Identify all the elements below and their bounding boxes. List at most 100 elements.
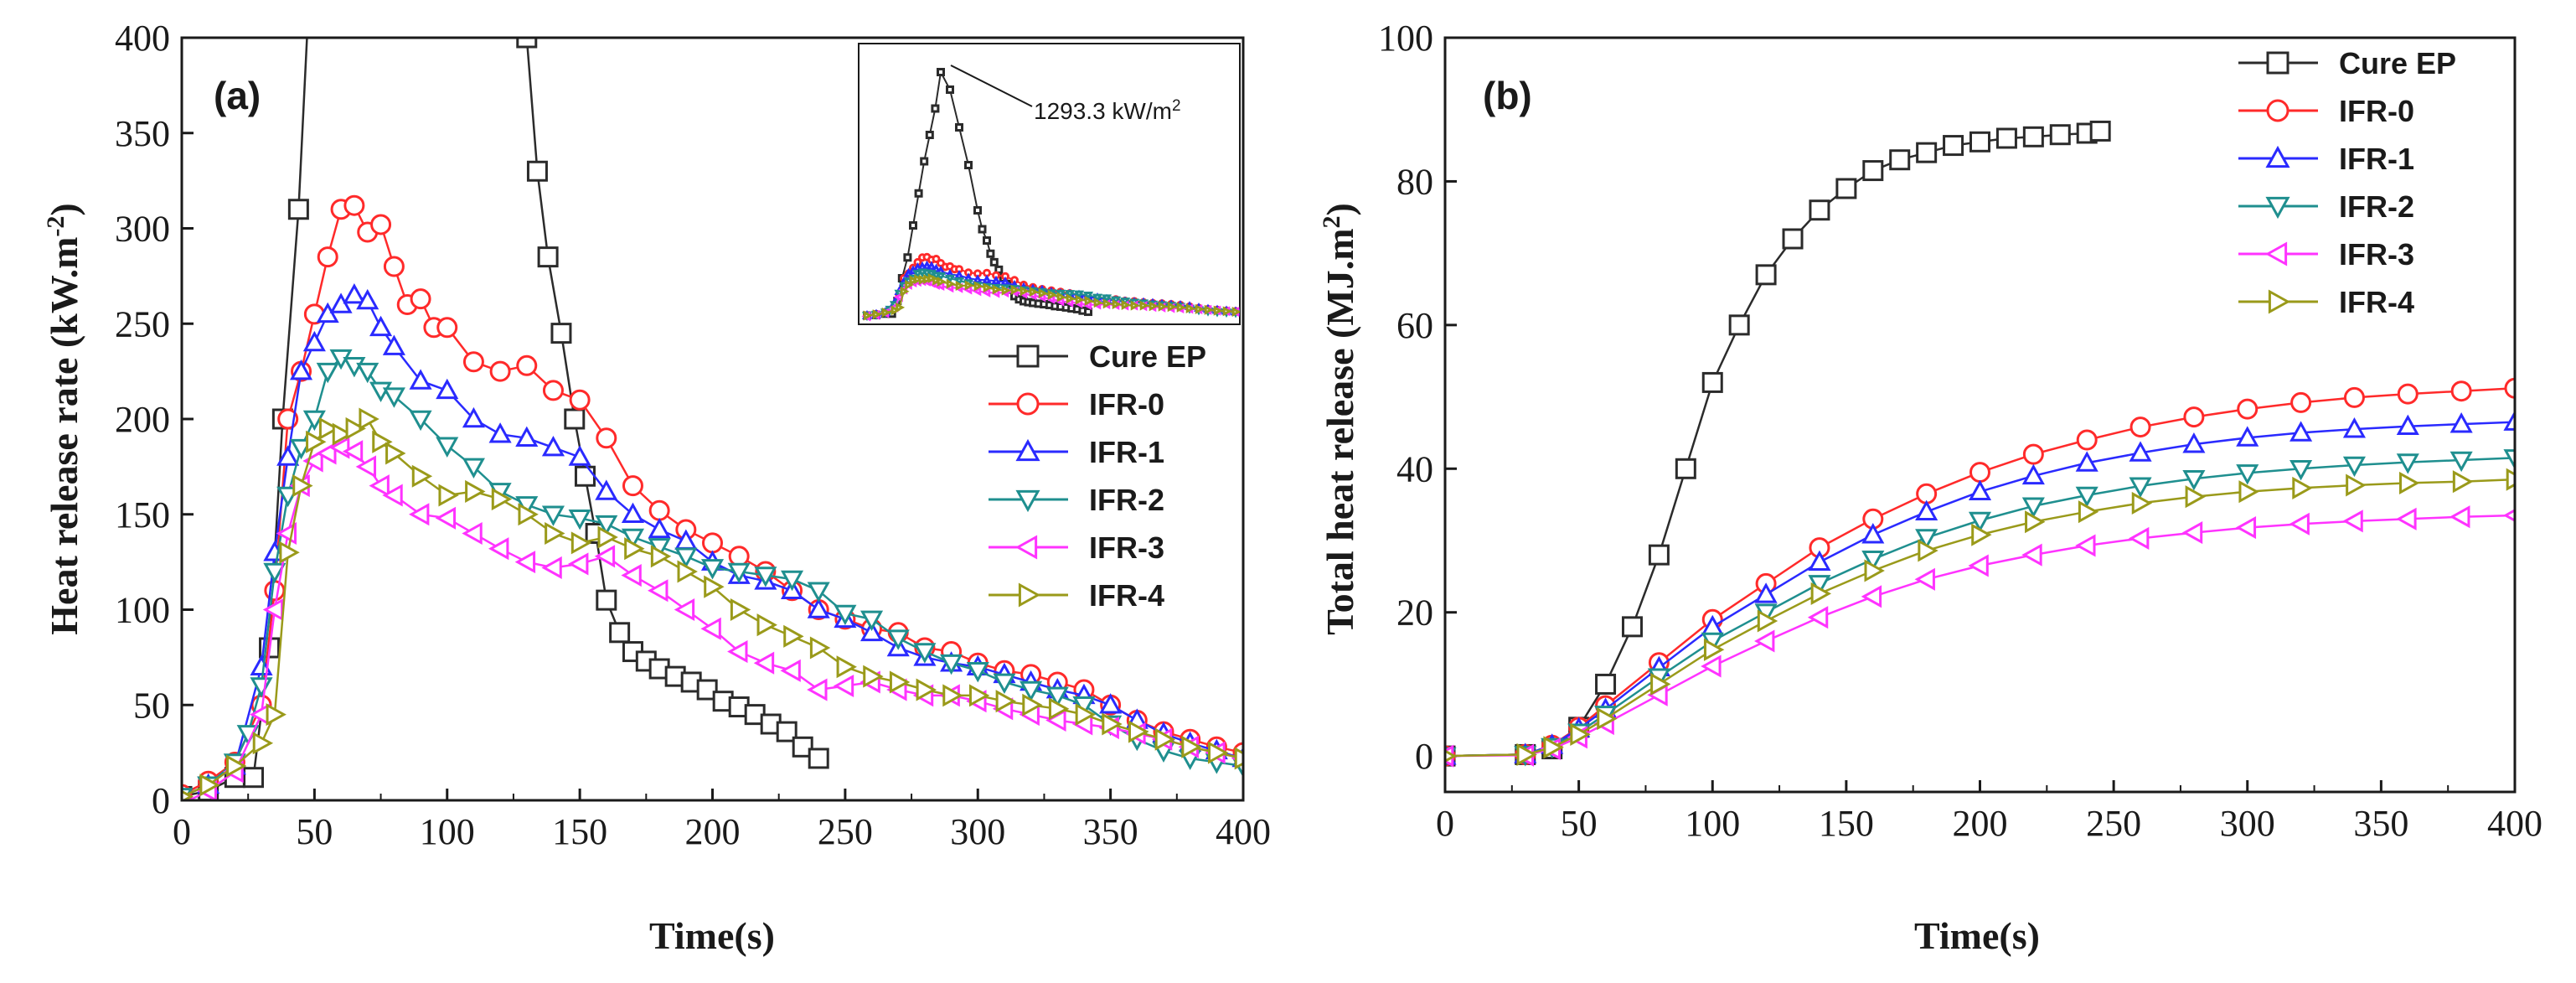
x-tick-label: 400 [1216, 811, 1271, 852]
data-point [1086, 309, 1092, 315]
data-point [597, 591, 616, 609]
legend-label: IFR-3 [2339, 237, 2414, 272]
data-point [411, 505, 428, 524]
panel-b-legend: Cure EPIFR-0IFR-1IFR-2IFR-3IFR-4 [2238, 46, 2456, 319]
data-point [1918, 503, 1936, 520]
data-point [1757, 266, 1775, 284]
data-point [438, 438, 457, 455]
data-point [518, 356, 536, 375]
data-point [1703, 373, 1722, 391]
data-point [623, 567, 640, 585]
data-point [318, 248, 337, 266]
data-point [916, 190, 921, 196]
data-point [544, 381, 562, 400]
data-point [467, 482, 483, 500]
legend-item: IFR-4 [2238, 285, 2414, 319]
x-tick-label: 50 [1561, 803, 1598, 844]
data-point [2078, 536, 2094, 555]
data-point [957, 125, 963, 131]
data-point [938, 70, 944, 75]
figure: 0 50 100 150 200 250 300 350 4000501001502002503… [0, 0, 2576, 983]
data-point [2401, 473, 2418, 492]
y-tick-label: 0 [1415, 736, 1433, 777]
data-point [704, 534, 722, 552]
data-point [438, 318, 457, 337]
data-point [2292, 515, 2309, 533]
data-point [1730, 316, 1748, 334]
panel-a-label: (a) [214, 74, 261, 117]
data-point [597, 429, 616, 448]
data-point [2131, 529, 2148, 547]
data-point [491, 362, 509, 380]
legend-label: IFR-2 [1089, 483, 1164, 517]
y-tick-label: 350 [115, 113, 170, 154]
x-tick-label: 100 [420, 811, 475, 852]
data-point [372, 318, 390, 335]
data-point [2398, 385, 2417, 403]
legend-marker [2268, 53, 2288, 73]
data-point [385, 338, 403, 354]
legend-marker [1018, 394, 1038, 414]
data-point [2238, 400, 2257, 418]
data-point [544, 558, 560, 577]
y-tick-label: 250 [115, 303, 170, 344]
data-point [2185, 524, 2202, 542]
y-tick-label: 150 [115, 494, 170, 535]
data-point [1676, 459, 1695, 478]
data-point [2091, 122, 2109, 140]
data-point [491, 540, 508, 558]
data-point [289, 200, 307, 219]
data-point [785, 627, 802, 645]
data-point [345, 196, 364, 215]
data-point [783, 661, 800, 680]
data-point [623, 477, 642, 495]
data-point [413, 467, 430, 485]
panel-a-x-axis-title: Time(s) [649, 914, 775, 957]
data-point [2292, 393, 2310, 411]
legend-item: IFR-0 [2238, 94, 2414, 128]
legend-item: IFR-1 [2238, 142, 2414, 176]
legend-item: IFR-1 [989, 435, 1164, 469]
series-line [182, 419, 1243, 797]
legend-label: IFR-1 [2339, 142, 2414, 176]
data-point [464, 525, 481, 543]
panel-a-y-axis-title-main: Heat release rate (kW.m [43, 237, 85, 635]
data-point [1864, 525, 1882, 542]
data-point [544, 438, 562, 455]
data-point [1597, 675, 1615, 693]
data-point [809, 680, 826, 699]
data-point [2454, 473, 2470, 491]
panel-b-y-axis-title-tail: ) [1319, 203, 1361, 215]
data-point [2345, 512, 2362, 530]
data-point [1971, 463, 1990, 482]
y-tick-label: 300 [115, 209, 170, 250]
data-point [2051, 126, 2069, 144]
data-point [2024, 445, 2042, 463]
data-point [1891, 151, 1909, 169]
data-point [905, 255, 911, 261]
x-tick-label: 200 [685, 811, 741, 852]
data-point [360, 410, 377, 428]
data-point [1864, 162, 1882, 180]
legend-label: IFR-4 [1089, 578, 1164, 613]
panel-b: 0 50 100 150 200 250 300 350 400020406080100 (b)… [1318, 18, 2543, 957]
data-point [809, 749, 828, 768]
legend-label: IFR-0 [2339, 94, 2414, 128]
panel-b-y-axis-title: Total heat release (MJ.m2) [1318, 203, 1362, 635]
x-tick-label: 300 [950, 811, 1005, 852]
legend-marker [1018, 346, 1038, 366]
panel-a-y-axis-title-tail: ) [43, 203, 85, 215]
data-point [464, 353, 483, 371]
data-point [440, 486, 457, 504]
data-point [947, 87, 953, 93]
data-point [932, 106, 938, 111]
data-point [518, 553, 534, 572]
data-point [528, 162, 546, 180]
panel-a: 0 50 100 150 200 250 300 350 4000501001502002503… [42, 0, 1272, 957]
data-point [2240, 483, 2257, 501]
y-tick-label: 20 [1396, 592, 1433, 634]
x-tick-label: 350 [1083, 811, 1138, 852]
legend-label: Cure EP [2339, 46, 2456, 80]
legend-item: IFR-2 [989, 483, 1164, 517]
data-point [811, 639, 828, 657]
